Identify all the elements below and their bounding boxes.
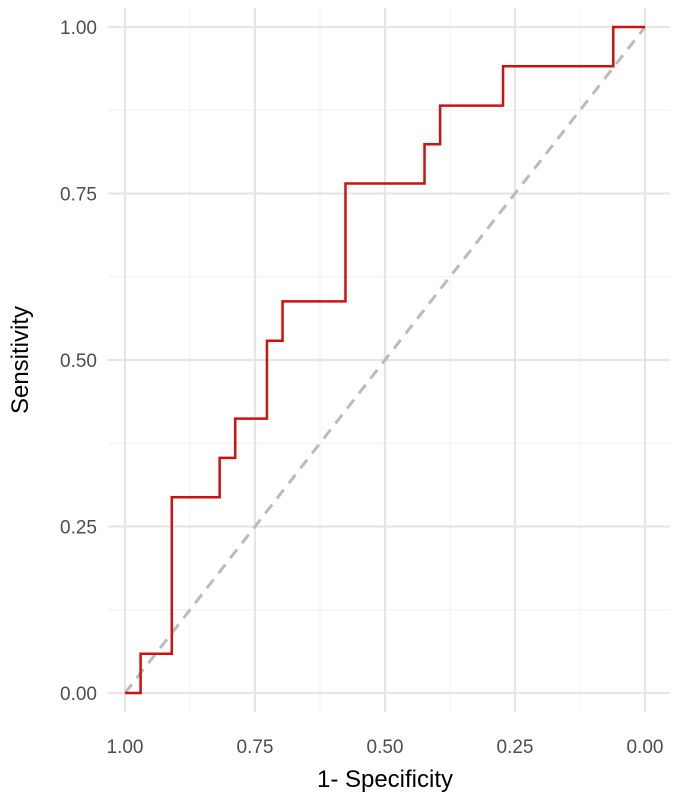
x-tick-label: 0.25 xyxy=(497,737,534,758)
grid xyxy=(108,8,670,712)
y-tick-label: 0.25 xyxy=(60,518,97,539)
y-tick-label: 1.00 xyxy=(60,18,97,39)
y-tick-labels: 0.00 0.25 0.50 0.75 1.00 xyxy=(60,18,97,705)
x-axis-title: 1- Specificity xyxy=(317,766,453,793)
x-tick-label: 1.00 xyxy=(107,737,144,758)
roc-curve xyxy=(125,25,645,695)
x-tick-label: 0.50 xyxy=(367,737,404,758)
x-tick-labels: 1.00 0.75 0.50 0.25 0.00 xyxy=(107,737,664,758)
roc-step-line xyxy=(125,25,645,695)
reference-line xyxy=(123,26,647,694)
y-tick-label: 0.75 xyxy=(60,185,97,206)
y-tick-label: 0.50 xyxy=(60,351,97,372)
x-tick-label: 0.00 xyxy=(627,737,664,758)
y-tick-label: 0.00 xyxy=(60,684,97,705)
y-axis-title: Sensitivity xyxy=(7,306,34,414)
reference-diagonal xyxy=(123,26,647,694)
x-tick-label: 0.75 xyxy=(237,737,274,758)
